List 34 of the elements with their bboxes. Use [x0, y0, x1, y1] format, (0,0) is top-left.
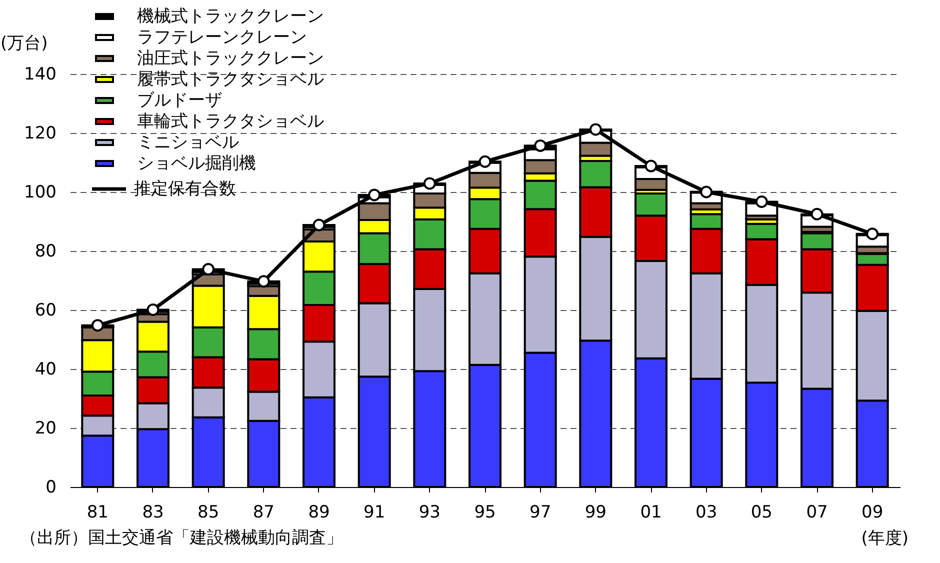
x-tick-label: 89 — [308, 502, 330, 522]
x-tick-label: 91 — [364, 502, 386, 522]
y-tick-label: 20 — [34, 418, 56, 438]
legend-label: ブルドーザ — [137, 90, 222, 110]
x-tick-label: 93 — [418, 502, 440, 522]
y-axis-title: (万台) — [0, 34, 48, 54]
legend-label: 油圧式トラッククレーン — [137, 48, 324, 68]
text: （出所）国土交通省「建設機械動向調査」 — [20, 528, 343, 548]
x-tick-label: 81 — [86, 502, 108, 522]
legend-label: 機械式トラッククレーン — [137, 6, 324, 26]
y-tick-label: 80 — [34, 242, 56, 262]
x-tick-label: 85 — [198, 502, 220, 522]
x-axis-title: (年度) — [861, 528, 908, 548]
legend-label: ショベル掘削機 — [137, 154, 256, 174]
x-tick-label: 99 — [584, 502, 606, 522]
legend-label: ミニショベル — [137, 132, 239, 152]
legend-label: ラフテレーンクレーン — [137, 28, 307, 48]
legend-label: 履帯式トラクタショベル — [137, 70, 324, 90]
x-tick-label: 07 — [806, 502, 828, 522]
x-tick-label: 05 — [750, 502, 772, 522]
x-tick-label: 09 — [862, 502, 884, 522]
x-tick-label: 03 — [696, 502, 718, 522]
x-tick-label: 95 — [474, 502, 496, 522]
x-tick-label: 01 — [640, 502, 662, 522]
y-tick-label: 100 — [24, 182, 56, 202]
y-tick-label: 120 — [24, 124, 56, 144]
y-tick-label: 0 — [46, 478, 56, 498]
y-tick-label: 140 — [24, 64, 56, 84]
legend-label: 車輪式トラクタショベル — [137, 112, 324, 132]
x-tick-label: 97 — [530, 502, 552, 522]
y-tick-label: 40 — [34, 360, 56, 380]
y-tick-label: 60 — [34, 300, 56, 320]
x-tick-label: 87 — [252, 502, 274, 522]
x-tick-label: 83 — [142, 502, 164, 522]
